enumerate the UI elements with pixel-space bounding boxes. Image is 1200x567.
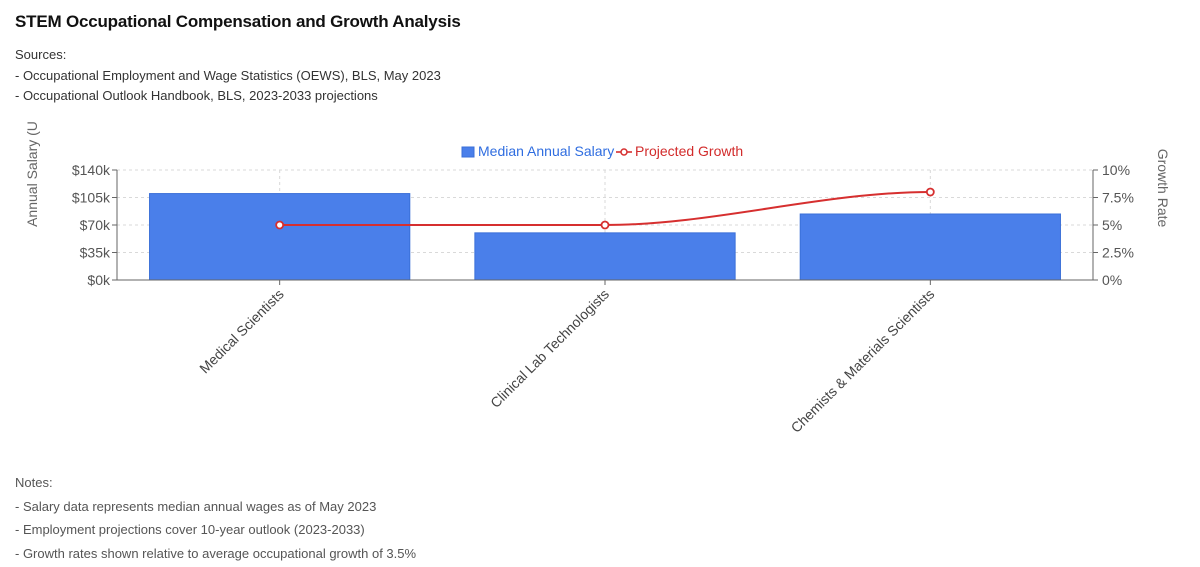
x-category-label: Chemists & Materials Scientists — [788, 286, 938, 436]
y-axis-title: Annual Salary (U — [24, 121, 40, 227]
y-tick-label: $105k — [72, 190, 111, 206]
y2-tick-label: 7.5% — [1102, 190, 1134, 206]
sources-section: Sources: - Occupational Employment and W… — [15, 45, 441, 107]
y2-tick-label: 2.5% — [1102, 245, 1134, 261]
source-item: - Occupational Outlook Handbook, BLS, 20… — [15, 88, 378, 103]
y-tick-label: $70k — [80, 217, 111, 233]
y-tick-label: $35k — [80, 245, 111, 261]
y2-tick-label: 5% — [1102, 217, 1122, 233]
page-title: STEM Occupational Compensation and Growt… — [15, 12, 461, 31]
bar-median-salary — [799, 213, 1061, 281]
y2-tick-label: 0% — [1102, 272, 1122, 288]
point-projected-growth — [275, 220, 285, 230]
notes-heading: Notes: — [15, 475, 53, 490]
sources-heading: Sources: — [15, 47, 67, 62]
legend-growth-label: Projected Growth — [635, 143, 743, 159]
legend-salary-label: Median Annual Salary — [478, 143, 614, 159]
legend-salary-swatch — [461, 146, 475, 158]
y-tick-label: $0k — [87, 272, 111, 288]
x-category-label: Medical Scientists — [196, 286, 287, 377]
note-item: - Growth rates shown relative to average… — [15, 546, 417, 562]
y2-axis-title: Growth Rate — [1155, 149, 1171, 228]
bar-median-salary — [474, 232, 736, 281]
x-category-label: Clinical Lab Technologists — [487, 286, 612, 411]
bar-median-salary — [149, 193, 411, 281]
legend-growth-marker — [620, 148, 628, 156]
note-item: - Salary data represents median annual w… — [15, 498, 377, 514]
y-tick-label: $140k — [72, 162, 111, 178]
note-item: - Employment projections cover 10-year o… — [15, 522, 365, 538]
y2-tick-label: 10% — [1102, 162, 1130, 178]
notes-section: Notes: - Salary data represents median a… — [15, 471, 416, 566]
combo-chart: $0k 0% $35k 2.5% $70k 5% $105k 7.5% $140k 10% Medi… — [24, 121, 1171, 436]
point-projected-growth — [925, 187, 935, 197]
source-item: - Occupational Employment and Wage Stati… — [15, 67, 441, 83]
point-projected-growth — [600, 220, 610, 230]
